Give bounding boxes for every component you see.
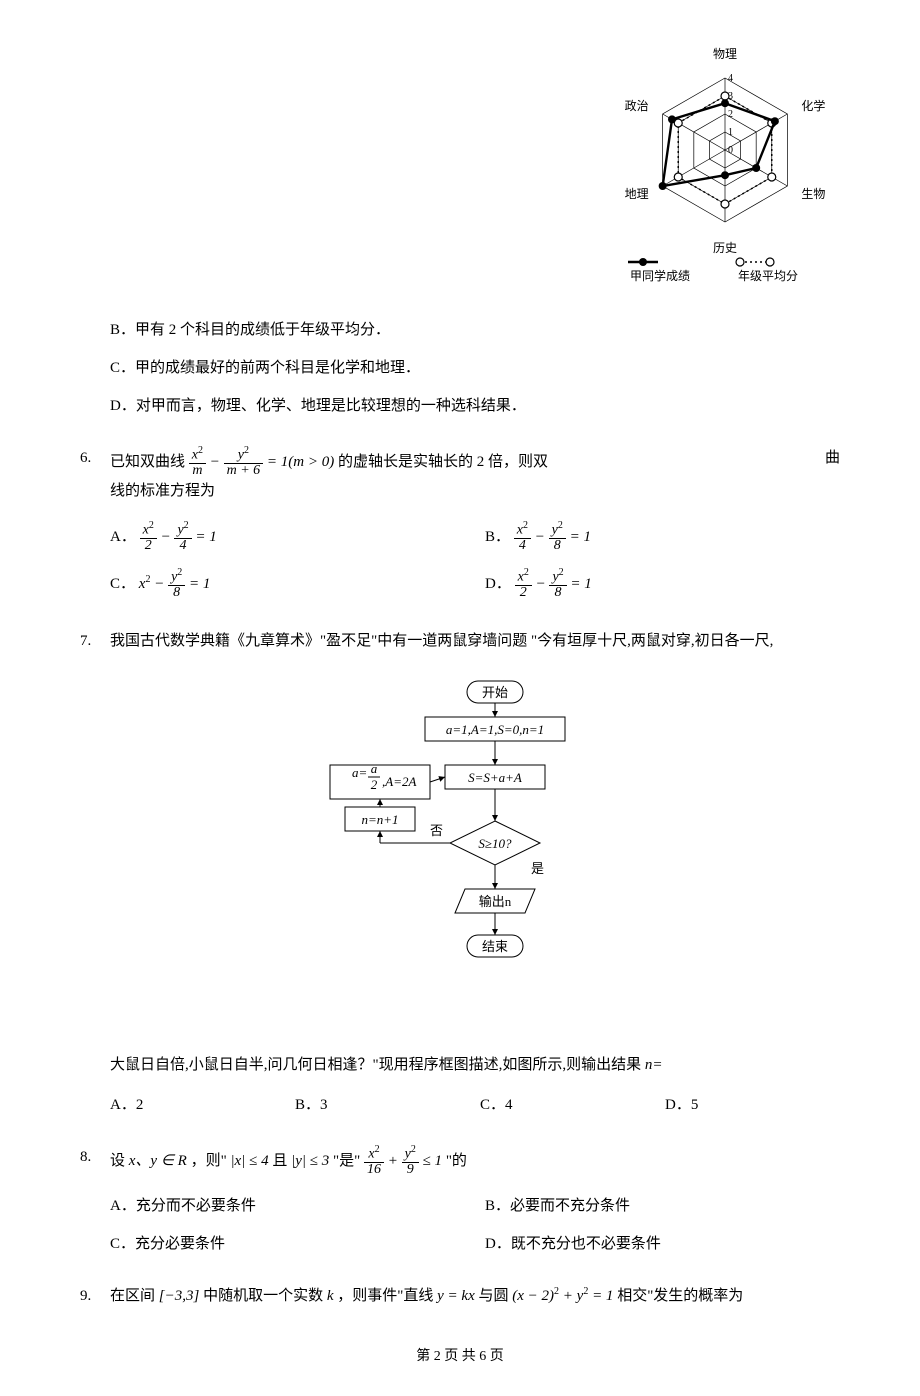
svg-text:是: 是: [531, 861, 544, 876]
svg-text:甲同学成绩: 甲同学成绩: [630, 268, 690, 283]
flowchart: 开始 a=1,A=1,S=0,n=1 S=S+a+A a= a2 ,A=2A S≥10? 是 否…: [80, 673, 840, 1041]
q6-eq-tail: = 1(m > 0): [267, 454, 334, 470]
q8-option-d: D．既不充分也不必要条件: [485, 1232, 840, 1256]
q8-absy: |y| ≤ 3: [291, 1153, 329, 1169]
q8-option-b: B．必要而不充分条件: [485, 1194, 840, 1218]
q6-option-b: B． x24 − y28 = 1: [485, 521, 840, 554]
q9-number: 9.: [80, 1284, 110, 1308]
svg-text:a=: a=: [352, 765, 367, 780]
q6a-f1d: 2: [140, 539, 157, 554]
q8-body: 设 x、y ∈ R ，则" |x| ≤ 4 且 |y| ≤ 3 "是" x216…: [110, 1145, 840, 1178]
svg-text:结束: 结束: [482, 939, 508, 954]
q6-stem-hang: 曲: [825, 446, 840, 470]
question-5-continued: B．甲有 2 个科目的成绩低于年级平均分． C．甲的成绩最好的前两个科目是化学和…: [110, 318, 840, 418]
q6-opt-c-label: C．: [110, 572, 135, 596]
q8-f1d: 16: [364, 1163, 384, 1178]
q6c-f2d: 8: [168, 586, 185, 601]
q6-option-a: A． x22 − y24 = 1: [110, 521, 465, 554]
q5-option-d: D．对甲而言，物理、化学、地理是比较理想的一种选科结果．: [110, 394, 840, 418]
svg-text:否: 否: [430, 823, 443, 838]
q6-frac2-den: m + 6: [224, 464, 264, 479]
q6b-f1d: 4: [514, 539, 531, 554]
q6d-f1d: 2: [515, 586, 532, 601]
page-footer: 第 2 页 共 6 页: [0, 1346, 920, 1368]
q7-option-b: B．3: [295, 1093, 470, 1117]
radar-svg: 01234物理化学生物历史地理政治甲同学成绩年级平均分: [610, 40, 840, 300]
q8-absx: |x| ≤ 4: [230, 1153, 268, 1169]
svg-text:地理: 地理: [625, 187, 649, 201]
q6-body: 已知双曲线 x2m − y2m + 6 = 1(m > 0) 的虚轴长是实轴长的…: [110, 446, 840, 503]
q6a-f2d: 4: [174, 539, 191, 554]
q6-minus: −: [210, 454, 224, 470]
q6d-f2d: 8: [549, 586, 566, 601]
svg-text:2: 2: [728, 109, 733, 120]
q6-option-c: C． x2 − y28 = 1: [110, 568, 465, 601]
svg-text:开始: 开始: [482, 685, 508, 700]
question-7: 7. 我国古代数学典籍《九章算术》"盈不足"中有一道两鼠穿墙问题 "今有垣厚十尺…: [80, 629, 840, 1117]
q6b-f2d: 8: [549, 539, 566, 554]
q8-pre: 设: [110, 1153, 125, 1169]
q5-option-b: B．甲有 2 个科目的成绩低于年级平均分．: [110, 318, 840, 342]
svg-text:S=S+a+A: S=S+a+A: [468, 770, 522, 785]
svg-text:政治: 政治: [625, 99, 649, 113]
q8-tail: "的: [446, 1153, 467, 1169]
q5-option-c: C．甲的成绩最好的前两个科目是化学和地理．: [110, 356, 840, 380]
svg-text:n=n+1: n=n+1: [361, 812, 398, 827]
q6-opt-a-label: A．: [110, 525, 136, 549]
q6-number: 6.: [80, 446, 110, 470]
svg-text:年级平均分: 年级平均分: [738, 269, 798, 283]
q8-xy: x、y ∈ R: [129, 1153, 187, 1169]
q6d-eq: = 1: [570, 576, 591, 592]
q6a-eq: = 1: [195, 529, 216, 545]
q8-and: 且: [272, 1153, 291, 1169]
q6-stem-mid: 的虚轴长是实轴长的 2 倍，则双: [338, 454, 548, 470]
q9-body: 在区间 [−3,3] 中随机取一个实数 k ，则事件"直线 y = kx 与圆 …: [110, 1284, 840, 1308]
q7-option-c: C．4: [480, 1093, 655, 1117]
page-root: 01234物理化学生物历史地理政治甲同学成绩年级平均分 B．甲有 2 个科目的成…: [0, 0, 920, 1396]
question-8: 8. 设 x、y ∈ R ，则" |x| ≤ 4 且 |y| ≤ 3 "是" x…: [80, 1145, 840, 1256]
svg-text:,A=2A: ,A=2A: [382, 774, 416, 789]
q6-opt-d-label: D．: [485, 572, 511, 596]
flowchart-svg: 开始 a=1,A=1,S=0,n=1 S=S+a+A a= a2 ,A=2A S≥10? 是 否…: [310, 673, 610, 1033]
q6-frac1-den: m: [189, 464, 206, 479]
svg-text:物理: 物理: [713, 47, 737, 61]
q7-number: 7.: [80, 629, 110, 653]
svg-text:输出n: 输出n: [479, 894, 512, 909]
q7-option-a: A．2: [110, 1093, 285, 1117]
svg-text:a: a: [371, 761, 378, 776]
q8-mid2: "是": [333, 1153, 360, 1169]
svg-text:历史: 历史: [713, 241, 737, 255]
q8-le1: ≤ 1: [423, 1153, 442, 1169]
q6-stem-prefix: 已知双曲线: [110, 454, 189, 470]
q8-f2d: 9: [402, 1163, 419, 1178]
question-9: 9. 在区间 [−3,3] 中随机取一个实数 k ，则事件"直线 y = kx …: [80, 1284, 840, 1308]
q8-mid1: ，则": [191, 1153, 227, 1169]
svg-text:0: 0: [728, 145, 733, 156]
q6-stem-line2: 线的标准方程为: [110, 483, 215, 499]
q8-option-a: A．充分而不必要条件: [110, 1194, 465, 1218]
q7-option-d: D．5: [665, 1093, 840, 1117]
svg-text:化学: 化学: [801, 98, 825, 113]
q7-stem2-math: n=: [645, 1057, 663, 1073]
q8-number: 8.: [80, 1145, 110, 1169]
q8-option-c: C．充分必要条件: [110, 1232, 465, 1256]
svg-text:a=1,A=1,S=0,n=1: a=1,A=1,S=0,n=1: [446, 722, 544, 737]
q6-opt-b-label: B．: [485, 525, 510, 549]
q6c-eq: = 1: [189, 576, 210, 592]
q6-option-d: D． x22 − y28 = 1: [485, 568, 840, 601]
svg-text:S≥10?: S≥10?: [478, 836, 512, 851]
question-6: 6. 已知双曲线 x2m − y2m + 6 = 1(m > 0) 的虚轴长是实…: [80, 446, 840, 601]
q6b-eq: = 1: [570, 529, 591, 545]
svg-text:4: 4: [728, 73, 733, 84]
q7-stem1: 我国古代数学典籍《九章算术》"盈不足"中有一道两鼠穿墙问题 "今有垣厚十尺,两鼠…: [110, 629, 840, 653]
svg-text:生物: 生物: [801, 187, 825, 201]
svg-text:1: 1: [728, 127, 733, 138]
svg-text:2: 2: [371, 777, 378, 792]
q7-stem2: 大鼠日自倍,小鼠日自半,问几何日相逢？"现用程序框图描述,如图所示,则输出结果: [110, 1057, 645, 1073]
q7-stem2-wrap: 大鼠日自倍,小鼠日自半,问几何日相逢？"现用程序框图描述,如图所示,则输出结果 …: [110, 1053, 840, 1077]
radar-chart: 01234物理化学生物历史地理政治甲同学成绩年级平均分: [610, 40, 840, 308]
